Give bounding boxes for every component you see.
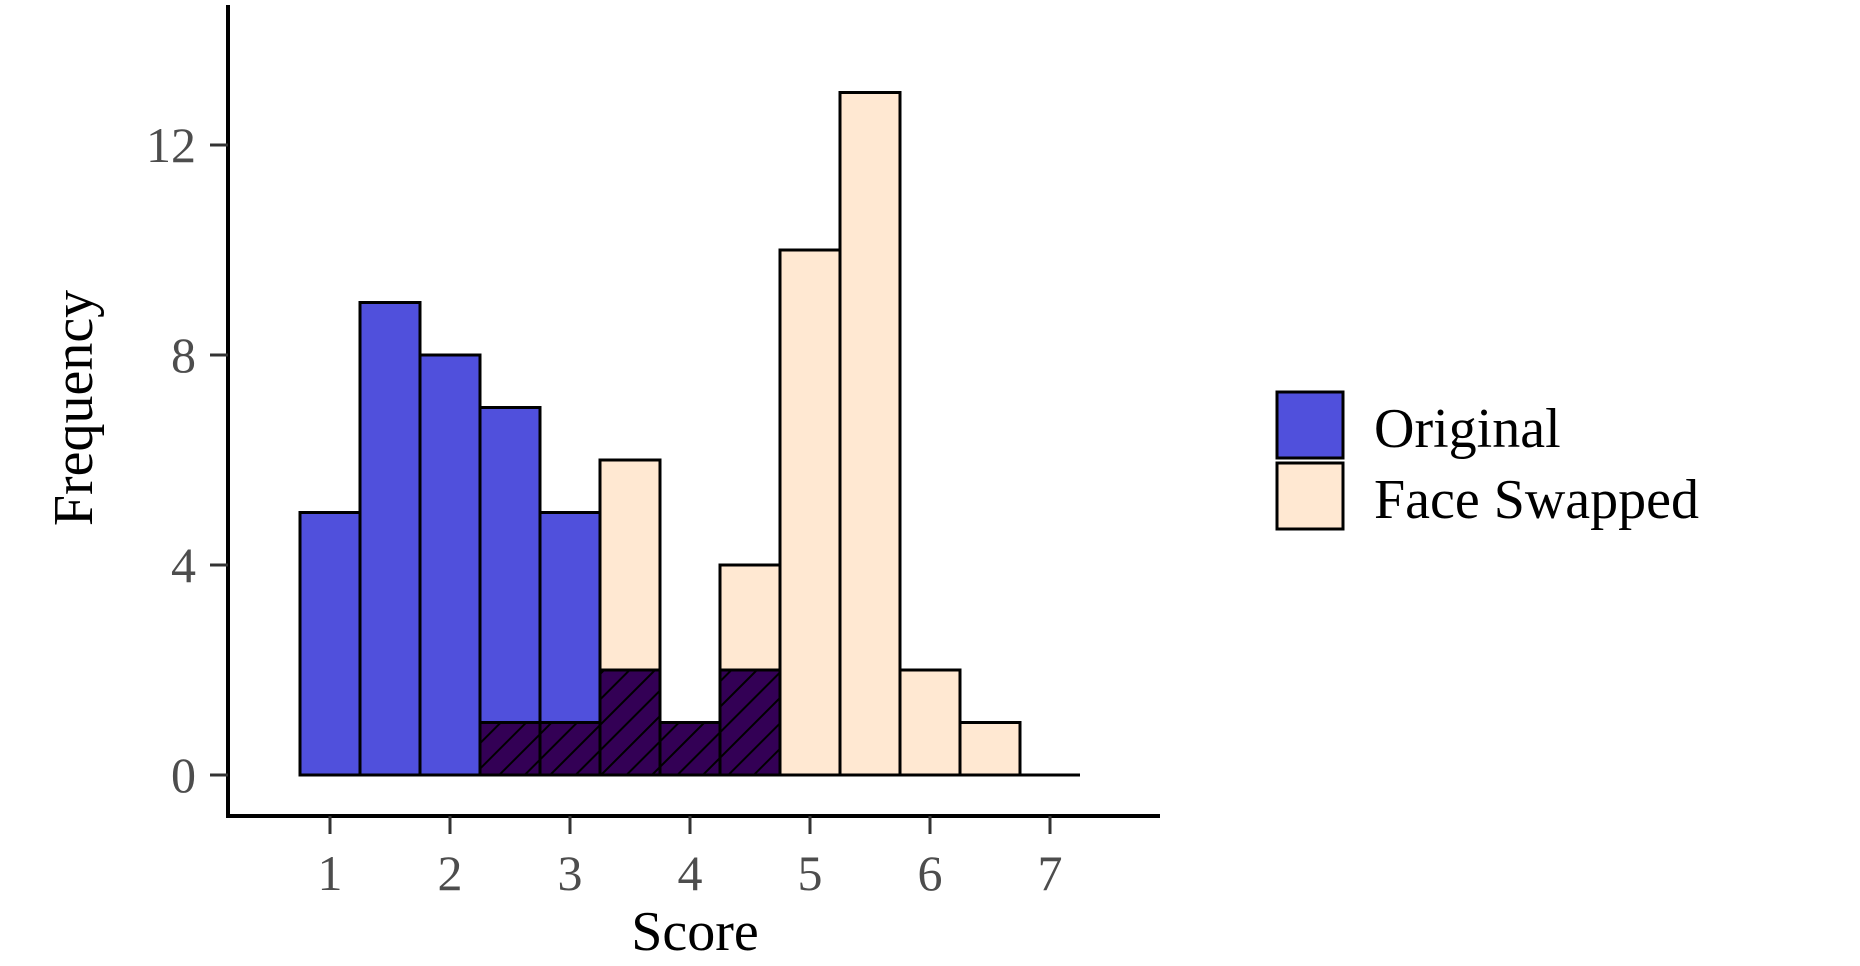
x-tick-label: 4	[678, 845, 703, 901]
x-tick-label: 3	[558, 845, 583, 901]
bars-layer	[298, 91, 1080, 777]
legend: Original Face Swapped	[1275, 390, 1699, 531]
bar-original	[418, 353, 482, 777]
legend-label-original: Original	[1374, 398, 1561, 460]
y-tick-label: 12	[146, 117, 196, 173]
y-tick-label: 4	[171, 537, 196, 593]
bar-overlap	[658, 721, 722, 777]
legend-label-face-swapped: Face Swapped	[1374, 469, 1699, 531]
bar-original	[358, 301, 422, 777]
x-tick-label: 2	[438, 845, 463, 901]
bar-overlap	[718, 668, 782, 777]
x-tick-label: 6	[918, 845, 943, 901]
bar-original	[478, 406, 542, 777]
legend-swatch-face-swapped	[1275, 461, 1345, 531]
bar-face-swapped	[838, 91, 902, 777]
y-tick-label: 0	[171, 747, 196, 803]
x-axis-title: Score	[631, 901, 759, 963]
legend-swatch-original	[1275, 390, 1345, 460]
y-tick-label: 8	[171, 327, 196, 383]
bar-overlap	[538, 721, 602, 777]
x-tick-label: 1	[318, 845, 343, 901]
x-tick-label: 5	[798, 845, 823, 901]
bar-original	[298, 511, 362, 777]
y-axis-title: Frequency	[43, 290, 105, 526]
x-tick-label: 7	[1038, 845, 1063, 901]
bar-face-swapped	[898, 668, 962, 777]
bar-face-swapped	[958, 721, 1022, 777]
bar-overlap	[478, 721, 542, 777]
bar-overlap	[598, 668, 662, 777]
bar-face-swapped	[778, 248, 842, 777]
